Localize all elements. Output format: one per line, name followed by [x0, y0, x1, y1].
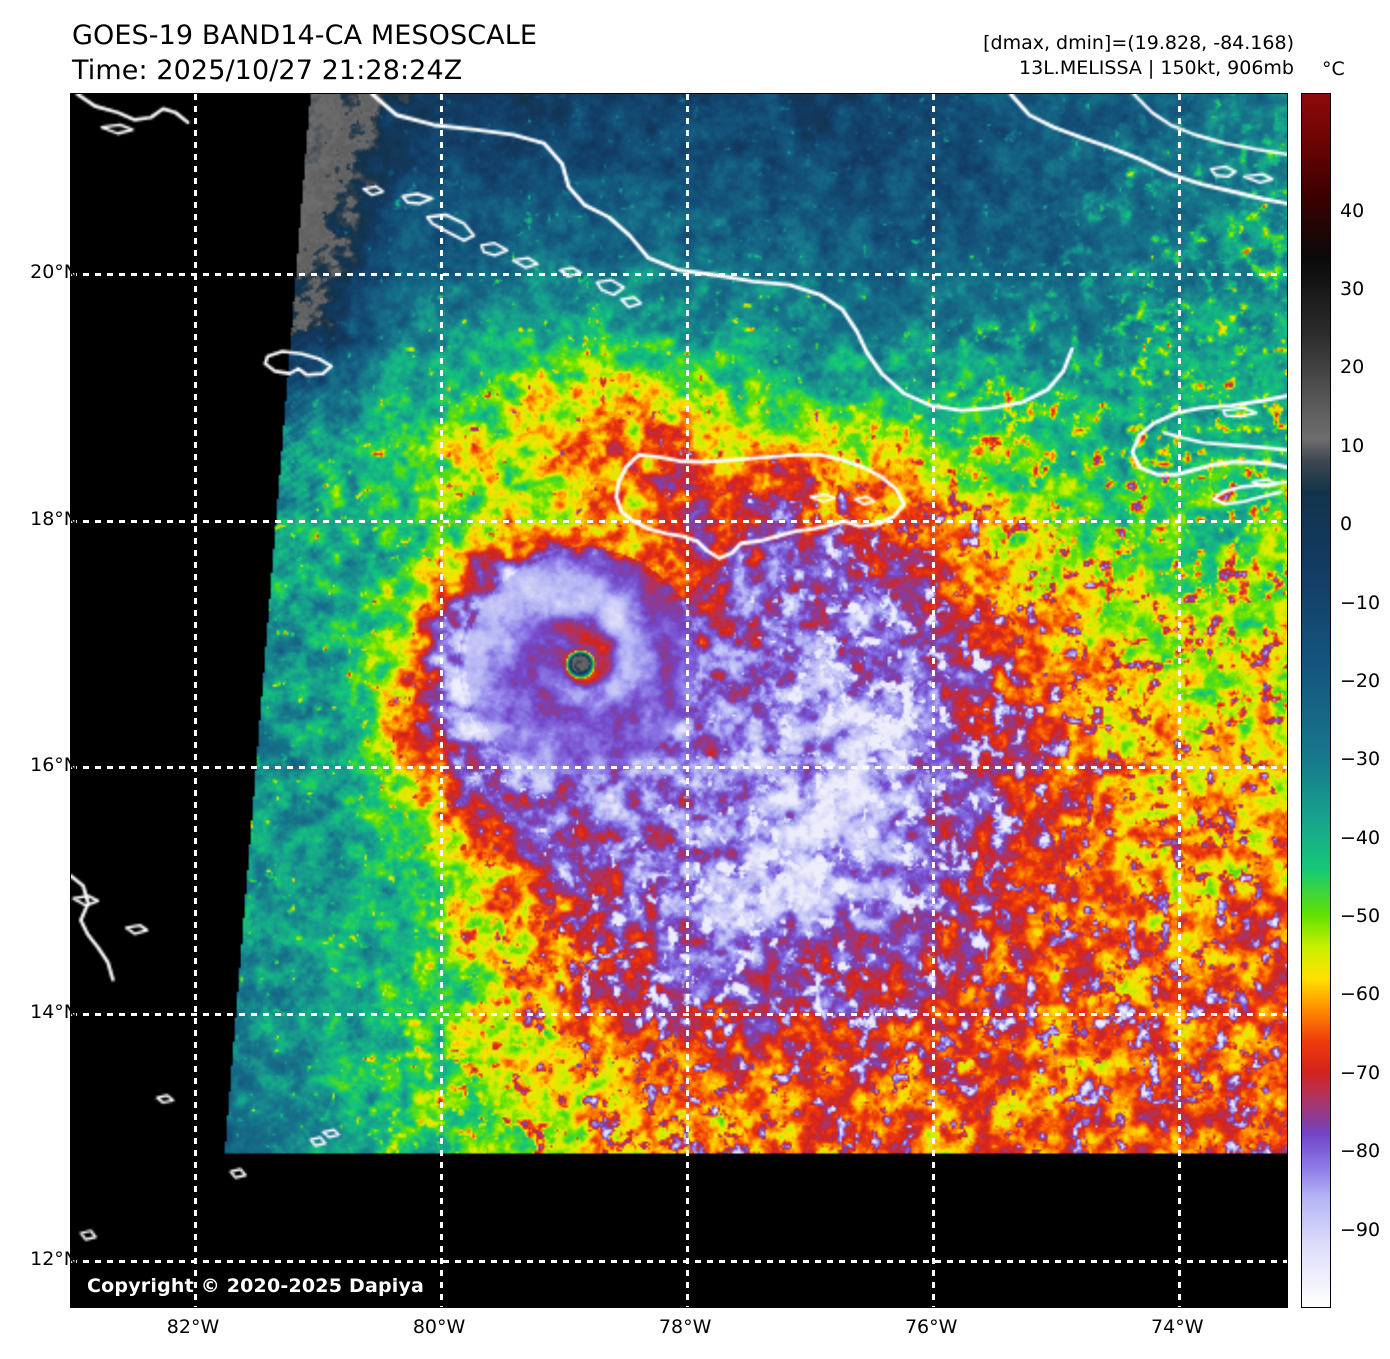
timestamp-label: Time: 2025/10/27 21:28:24Z	[72, 55, 463, 87]
colorbar-tick-label: −40	[1340, 826, 1381, 849]
title-block: GOES-19 BAND14-CA MESOSCALE Time: 2025/1…	[72, 18, 537, 88]
colorbar-tick-label: 20	[1340, 356, 1365, 379]
latitude-tick-label: 14°N	[30, 1000, 78, 1023]
colorbar-tick-label: 0	[1340, 513, 1353, 536]
colorbar-tick-label: −10	[1340, 591, 1381, 614]
longitude-tick-label: 76°W	[904, 1316, 958, 1338]
latitude-tick-label: 20°N	[30, 260, 78, 283]
dmax-dmin-label: [dmax, dmin]=(19.828, -84.168)	[983, 32, 1294, 54]
latitude-tick-label: 12°N	[30, 1247, 78, 1270]
colorbar-tick-label: −60	[1340, 983, 1381, 1006]
metadata-block: [dmax, dmin]=(19.828, -84.168) 13L.MELIS…	[983, 31, 1294, 82]
colorbar-tick-label: 10	[1340, 434, 1365, 457]
colorbar	[1301, 93, 1331, 1308]
colorbar-gradient	[1302, 94, 1330, 1307]
copyright-label: Copyright © 2020-2025 Dapiya	[87, 1275, 425, 1297]
satellite-imagery-canvas	[71, 94, 1287, 1307]
latitude-tick-label: 16°N	[30, 754, 78, 777]
colorbar-tick-label: 40	[1340, 199, 1365, 222]
colorbar-tick-label: −90	[1340, 1218, 1381, 1241]
longitude-tick-label: 80°W	[412, 1316, 466, 1338]
colorbar-tick-label: −20	[1340, 669, 1381, 692]
colorbar-tick-label: −30	[1340, 748, 1381, 771]
longitude-tick-label: 74°W	[1151, 1316, 1204, 1338]
longitude-tick-label: 82°W	[166, 1316, 220, 1338]
colorbar-unit-label: °C	[1322, 58, 1345, 80]
storm-info-label: 13L.MELISSA | 150kt, 906mb	[1019, 57, 1294, 80]
satellite-image-plot: Copyright © 2020-2025 Dapiya	[70, 93, 1288, 1308]
longitude-tick-label: 78°W	[658, 1316, 712, 1338]
colorbar-tick-label: 30	[1340, 277, 1365, 300]
latitude-tick-label: 18°N	[30, 507, 78, 530]
colorbar-tick-label: −70	[1340, 1061, 1381, 1084]
page-title: GOES-19 BAND14-CA MESOSCALE	[72, 20, 538, 51]
colorbar-tick-label: −50	[1340, 905, 1381, 928]
colorbar-tick-label: −80	[1340, 1140, 1381, 1163]
